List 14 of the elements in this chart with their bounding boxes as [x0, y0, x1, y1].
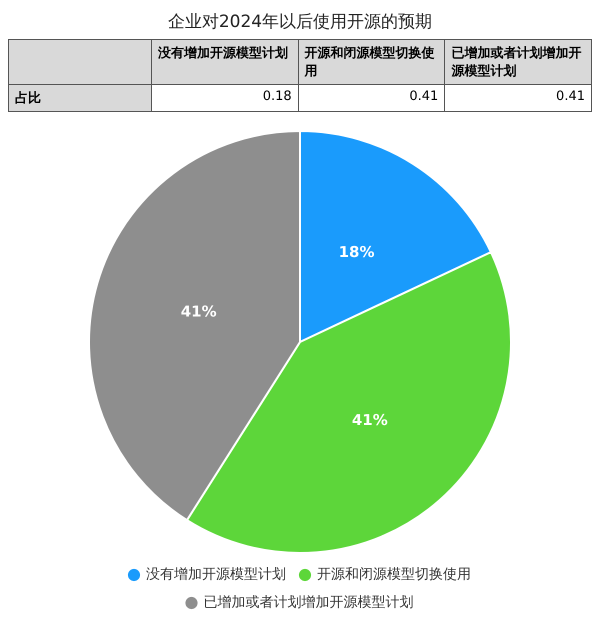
text: 0.41	[298, 84, 445, 112]
legend-label: 已增加或者计划增加开源模型计划	[204, 594, 414, 611]
chart-title: 企业对2024年以后使用开源的预期	[166, 11, 434, 34]
text: 0.18	[152, 84, 298, 112]
category-label: 已增加或者计划增加开源模型计划	[451, 46, 582, 79]
data-label: 41%	[180, 302, 217, 320]
category-label: 开源和闭源模型切换使用	[304, 46, 435, 79]
text: 0.41	[444, 84, 592, 112]
legend-label: 开源和闭源模型切换使用	[317, 566, 471, 583]
data-label: 18%	[338, 242, 374, 261]
legend-label: 没有增加开源模型计划	[146, 566, 286, 583]
data-label: 41%	[352, 411, 388, 430]
text: 占比	[8, 84, 152, 112]
slice-label: 没有增加开源模型计划	[152, 40, 298, 84]
